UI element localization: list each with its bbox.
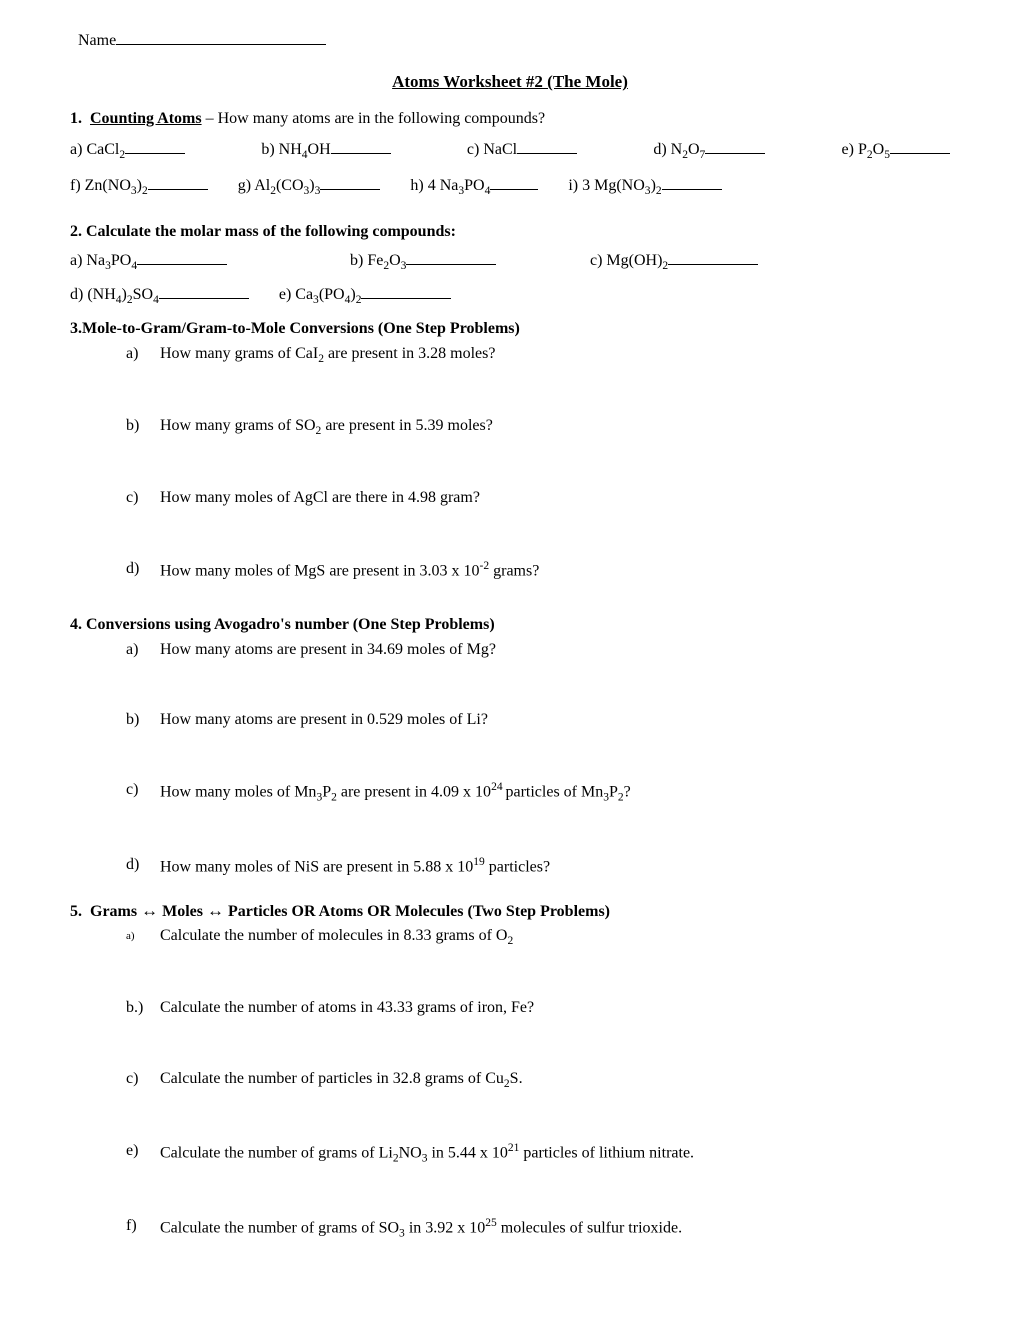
q1f: f) Zn(NO3)2: [70, 175, 208, 199]
section-4-heading: 4. Conversions using Avogadro's number (…: [70, 614, 950, 636]
section-2-heading: 2. Calculate the molar mass of the follo…: [70, 221, 950, 243]
q1d-blank[interactable]: [705, 153, 765, 154]
q1-row2: f) Zn(NO3)2 g) Al2(CO3)3 h) 4 Na3PO4 i) …: [70, 175, 950, 199]
q1g: g) Al2(CO3)3: [238, 175, 381, 199]
q5f: f) Calculate the number of grams of SO3 …: [126, 1215, 950, 1242]
q1c-blank[interactable]: [517, 153, 577, 154]
q2a: a) Na3PO4: [70, 250, 320, 274]
q5b: b.) Calculate the number of atoms in 43.…: [126, 997, 950, 1019]
section-1: 1. Counting Atoms – How many atoms are i…: [70, 108, 950, 199]
section-3-list: a) How many grams of CaI2 are present in…: [126, 343, 950, 583]
q1c: c) NaCl: [467, 139, 577, 163]
q2e-blank[interactable]: [361, 298, 451, 299]
q4c: c) How many moles of Mn3P2 are present i…: [126, 779, 950, 806]
q2d: d) (NH4)2SO4: [70, 284, 249, 308]
q5a: a) Calculate the number of molecules in …: [126, 925, 950, 949]
name-blank[interactable]: [116, 44, 326, 45]
q1g-blank[interactable]: [320, 189, 380, 190]
q1a-blank[interactable]: [125, 153, 185, 154]
section-5-list: a) Calculate the number of molecules in …: [126, 925, 950, 1241]
q1i: i) 3 Mg(NO3)2: [568, 175, 721, 199]
arrow-icon: ↔: [141, 901, 158, 920]
section-5: 5. Grams ↔ Moles ↔ Particles OR Atoms OR…: [70, 899, 950, 1242]
q2-row2: d) (NH4)2SO4 e) Ca3(PO4)2: [70, 284, 950, 308]
q1-row1: a) CaCl2 b) NH4OH c) NaCl d) N2O7 e) P2O…: [70, 139, 950, 163]
q4d: d) How many moles of NiS are present in …: [126, 854, 950, 879]
section-heading: Counting Atoms: [90, 110, 202, 127]
q1i-blank[interactable]: [662, 189, 722, 190]
section-tail: – How many atoms are in the following co…: [202, 110, 546, 127]
q3a: a) How many grams of CaI2 are present in…: [126, 343, 950, 367]
q1b: b) NH4OH: [261, 139, 390, 163]
q1b-blank[interactable]: [331, 153, 391, 154]
q4a: a) How many atoms are present in 34.69 m…: [126, 639, 950, 661]
q1e-blank[interactable]: [890, 153, 950, 154]
q5c: c) Calculate the number of particles in …: [126, 1068, 950, 1092]
section-3-heading: 3.Mole-to-Gram/Gram-to-Mole Conversions …: [70, 318, 950, 340]
q2d-blank[interactable]: [159, 298, 249, 299]
q2b: b) Fe2O3: [350, 250, 560, 274]
section-3: 3.Mole-to-Gram/Gram-to-Mole Conversions …: [70, 318, 950, 582]
section-5-heading: 5. Grams ↔ Moles ↔ Particles OR Atoms OR…: [70, 899, 950, 923]
q3c: c) How many moles of AgCl are there in 4…: [126, 487, 950, 509]
section-num: 1.: [70, 110, 82, 127]
q1h: h) 4 Na3PO4: [410, 175, 538, 199]
q1d: d) N2O7: [653, 139, 765, 163]
q2a-blank[interactable]: [137, 264, 227, 265]
q3b: b) How many grams of SO2 are present in …: [126, 415, 950, 439]
arrow-icon: ↔: [207, 901, 224, 920]
section-1-heading: 1. Counting Atoms – How many atoms are i…: [70, 108, 950, 130]
q1f-blank[interactable]: [148, 189, 208, 190]
worksheet-title: Atoms Worksheet #2 (The Mole): [70, 70, 950, 94]
name-field: Name: [78, 30, 950, 52]
q2-row1: a) Na3PO4 b) Fe2O3 c) Mg(OH)2: [70, 250, 950, 274]
q2c: c) Mg(OH)2: [590, 250, 758, 274]
q1a: a) CaCl2: [70, 139, 185, 163]
q2c-blank[interactable]: [668, 264, 758, 265]
q2b-blank[interactable]: [406, 264, 496, 265]
section-4: 4. Conversions using Avogadro's number (…: [70, 614, 950, 879]
q1e: e) P2O5: [842, 139, 950, 163]
name-label: Name: [78, 32, 116, 49]
q4b: b) How many atoms are present in 0.529 m…: [126, 709, 950, 731]
section-2: 2. Calculate the molar mass of the follo…: [70, 221, 950, 308]
q1h-blank[interactable]: [490, 189, 538, 190]
q2e: e) Ca3(PO4)2: [279, 284, 452, 308]
section-4-list: a) How many atoms are present in 34.69 m…: [126, 639, 950, 879]
q3d: d) How many moles of MgS are present in …: [126, 558, 950, 583]
q5e: e) Calculate the number of grams of Li2N…: [126, 1140, 950, 1167]
